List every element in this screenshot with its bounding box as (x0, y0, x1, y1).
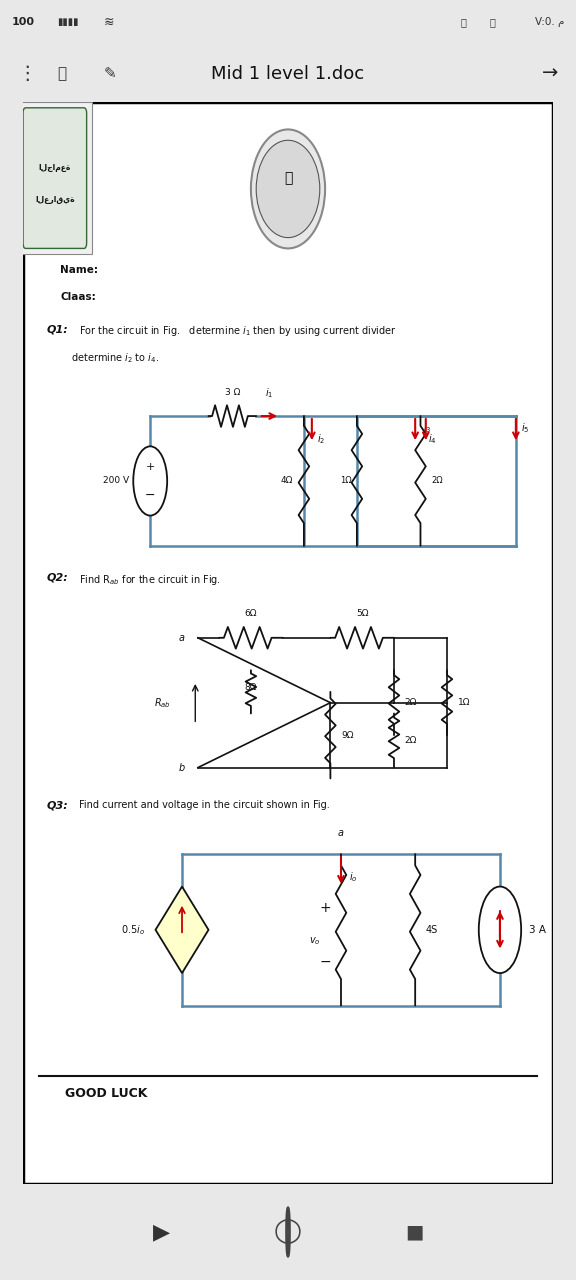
Text: 👤: 👤 (461, 18, 467, 27)
Text: Q3:: Q3: (47, 800, 69, 810)
Text: 1Ω: 1Ω (457, 698, 470, 707)
Text: $i_o$: $i_o$ (349, 870, 358, 884)
Text: For the circuit in Fig.   determine $i_1$ then by using current divider: For the circuit in Fig. determine $i_1$ … (79, 324, 397, 338)
Text: V:0. م: V:0. م (535, 18, 564, 27)
Text: GOOD LUCK: GOOD LUCK (66, 1087, 148, 1100)
Text: 5Ω: 5Ω (356, 609, 369, 618)
Text: 0.5$i_o$: 0.5$i_o$ (121, 923, 145, 937)
Text: a: a (179, 632, 185, 643)
Text: 4S: 4S (426, 925, 438, 934)
Text: ⏰: ⏰ (490, 18, 495, 27)
Text: 2Ω: 2Ω (404, 736, 417, 745)
Text: 2Ω: 2Ω (404, 698, 417, 707)
Text: $i_3$: $i_3$ (423, 421, 431, 435)
Text: Find current and voltage in the circuit shown in Fig.: Find current and voltage in the circuit … (79, 800, 329, 810)
Text: 6Ω: 6Ω (245, 609, 257, 618)
Text: a: a (338, 828, 344, 838)
Text: ▶: ▶ (153, 1222, 170, 1242)
Text: الجامعة: الجامعة (39, 163, 71, 172)
Text: 4Ω: 4Ω (281, 476, 293, 485)
Text: Find R$_{ab}$ for the circuit in Fig.: Find R$_{ab}$ for the circuit in Fig. (79, 573, 221, 588)
Text: Q1:: Q1: (47, 324, 69, 334)
Text: ✎: ✎ (104, 67, 116, 81)
Text: −: − (319, 955, 331, 969)
Text: +: + (146, 462, 155, 472)
Text: ⋮: ⋮ (17, 64, 37, 83)
Text: 9Ω: 9Ω (341, 731, 354, 740)
Text: −: − (145, 489, 156, 502)
Text: 1Ω: 1Ω (340, 476, 351, 485)
Text: →: → (543, 64, 559, 83)
Text: 100: 100 (12, 18, 35, 27)
Text: العراقية: العراقية (35, 196, 75, 205)
Text: 🏛: 🏛 (284, 172, 292, 186)
Text: ◯: ◯ (274, 1220, 302, 1244)
Text: 200 V: 200 V (103, 476, 129, 485)
Text: Claas:: Claas: (60, 292, 96, 302)
Text: ≋: ≋ (104, 15, 114, 29)
Text: $i_1$: $i_1$ (266, 387, 274, 399)
Text: 2Ω: 2Ω (431, 476, 443, 485)
Polygon shape (156, 887, 209, 973)
FancyBboxPatch shape (18, 102, 92, 253)
Text: ⧉: ⧉ (58, 67, 67, 81)
FancyBboxPatch shape (23, 108, 86, 248)
Text: 3 Ω: 3 Ω (225, 388, 240, 397)
Text: $v_o$: $v_o$ (309, 934, 320, 946)
Text: $i_2$: $i_2$ (317, 433, 325, 447)
Ellipse shape (256, 141, 320, 238)
Text: $i_4$: $i_4$ (429, 433, 437, 447)
Text: 3 A: 3 A (529, 925, 546, 934)
Text: determine $i_2$ to $i_4$.: determine $i_2$ to $i_4$. (71, 351, 159, 365)
Text: ■: ■ (406, 1222, 424, 1242)
Circle shape (133, 447, 167, 516)
Circle shape (479, 887, 521, 973)
Text: Q2:: Q2: (47, 573, 69, 582)
Text: Mid 1 level 1.doc: Mid 1 level 1.doc (211, 64, 365, 83)
Text: +: + (319, 901, 331, 915)
Text: Name:: Name: (60, 265, 98, 275)
Text: $i_5$: $i_5$ (521, 421, 529, 435)
Text: b: b (179, 763, 185, 773)
Ellipse shape (251, 129, 325, 248)
Text: ▮▮▮▮: ▮▮▮▮ (58, 18, 79, 27)
Text: $R_{ab}$: $R_{ab}$ (154, 696, 172, 709)
Text: 8Ω: 8Ω (245, 682, 257, 692)
FancyBboxPatch shape (23, 102, 553, 1184)
